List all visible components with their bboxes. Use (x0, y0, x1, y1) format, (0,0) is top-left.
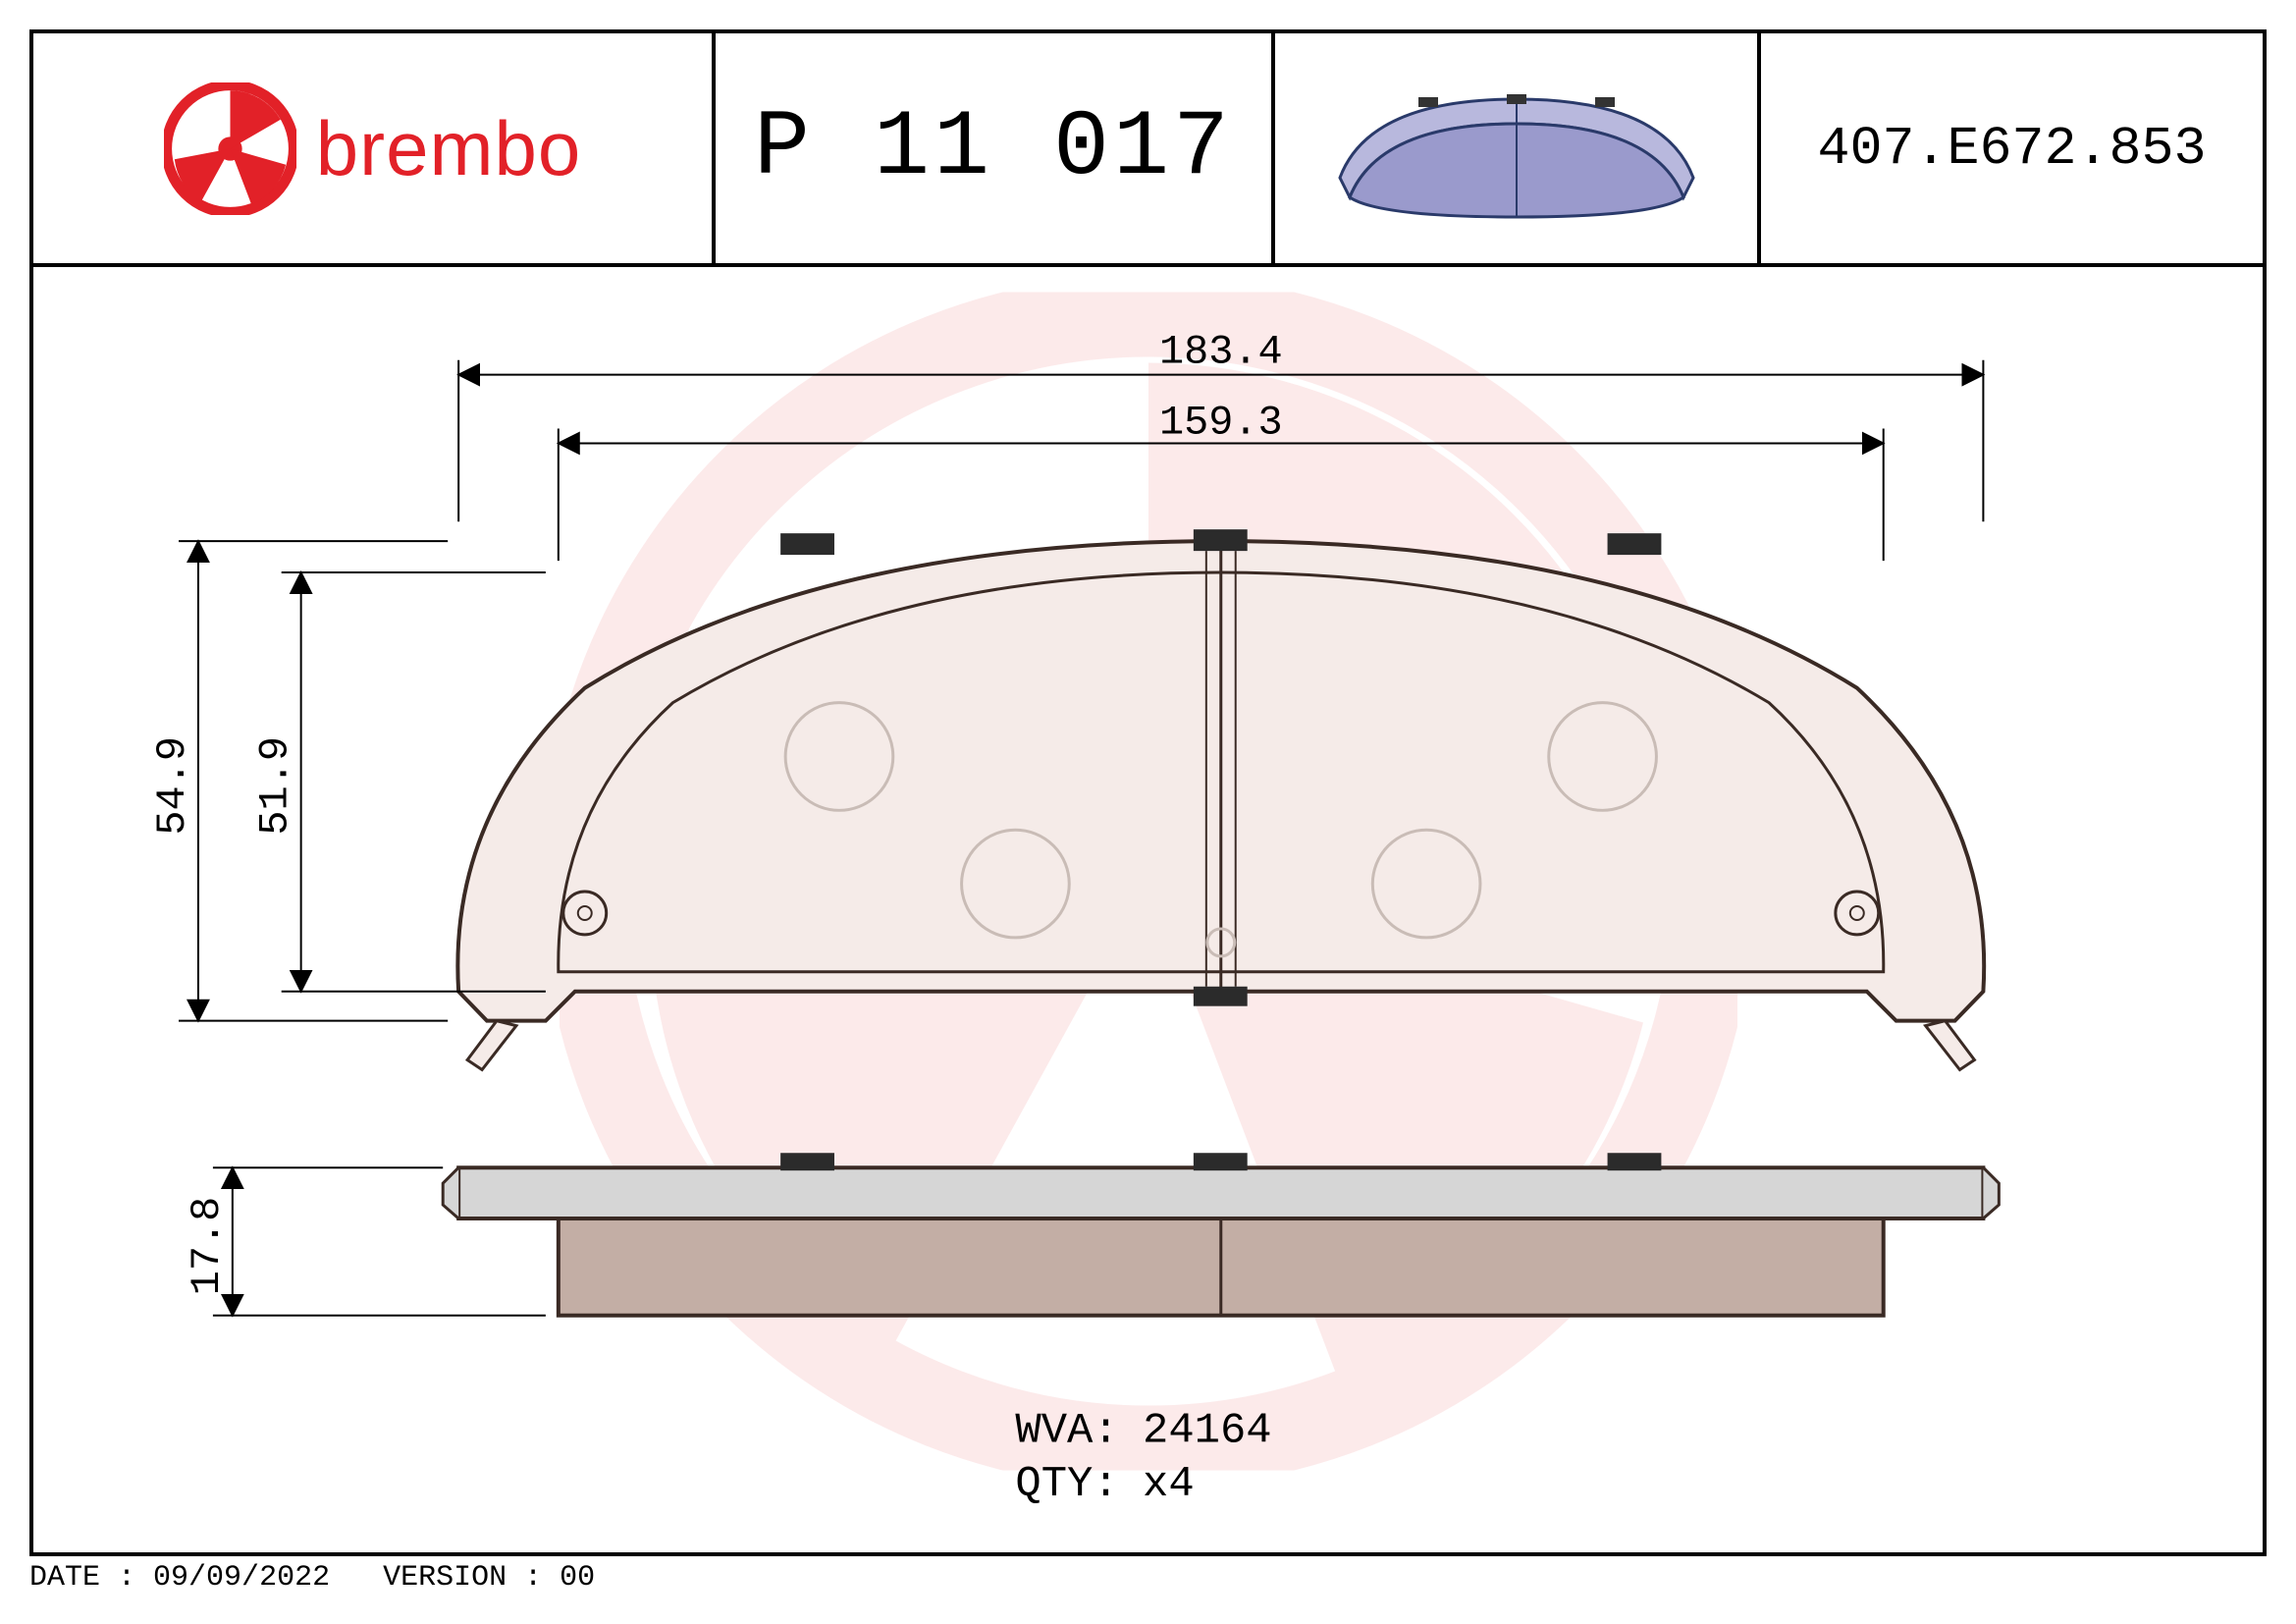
qty-label: QTY: (1015, 1460, 1118, 1509)
brembo-logo-icon (164, 82, 296, 215)
qty-value: x4 (1143, 1460, 1195, 1509)
dim-height-overall: 54.9 (149, 736, 196, 835)
dim-width-friction: 159.3 (1159, 399, 1283, 446)
footer-date-label: DATE : (29, 1561, 135, 1595)
part-number: P 11 017 (754, 95, 1233, 201)
drawing-number: 407.E672.853 (1817, 118, 2206, 180)
product-render-icon (1310, 70, 1723, 227)
footer-date-value: 09/09/2022 (153, 1561, 330, 1595)
product-render-cell (1275, 33, 1761, 263)
footer-version-label: VERSION : (383, 1561, 542, 1595)
wva-value: 24164 (1143, 1406, 1272, 1455)
drawing-number-cell: 407.E672.853 (1761, 33, 2263, 263)
dim-thickness: 17.8 (184, 1197, 231, 1295)
dim-width-overall: 183.4 (1159, 329, 1283, 376)
wva-label: WVA: (1015, 1406, 1118, 1455)
technical-drawing: 183.4 159.3 54.9 51.9 17.8 WVA: 24164 QT… (33, 267, 2263, 1552)
footer: DATE : 09/09/2022 VERSION : 00 (29, 1561, 595, 1595)
part-number-cell: P 11 017 (716, 33, 1275, 263)
drawing-frame: brembo P 11 017 407.E672.853 (29, 29, 2267, 1556)
drawing-body: 183.4 159.3 54.9 51.9 17.8 WVA: 24164 QT… (33, 267, 2263, 1552)
title-block: brembo P 11 017 407.E672.853 (33, 33, 2263, 267)
footer-version-value: 00 (560, 1561, 595, 1595)
brand-name: brembo (316, 104, 581, 193)
dim-height-friction: 51.9 (252, 736, 299, 835)
logo-cell: brembo (33, 33, 716, 263)
